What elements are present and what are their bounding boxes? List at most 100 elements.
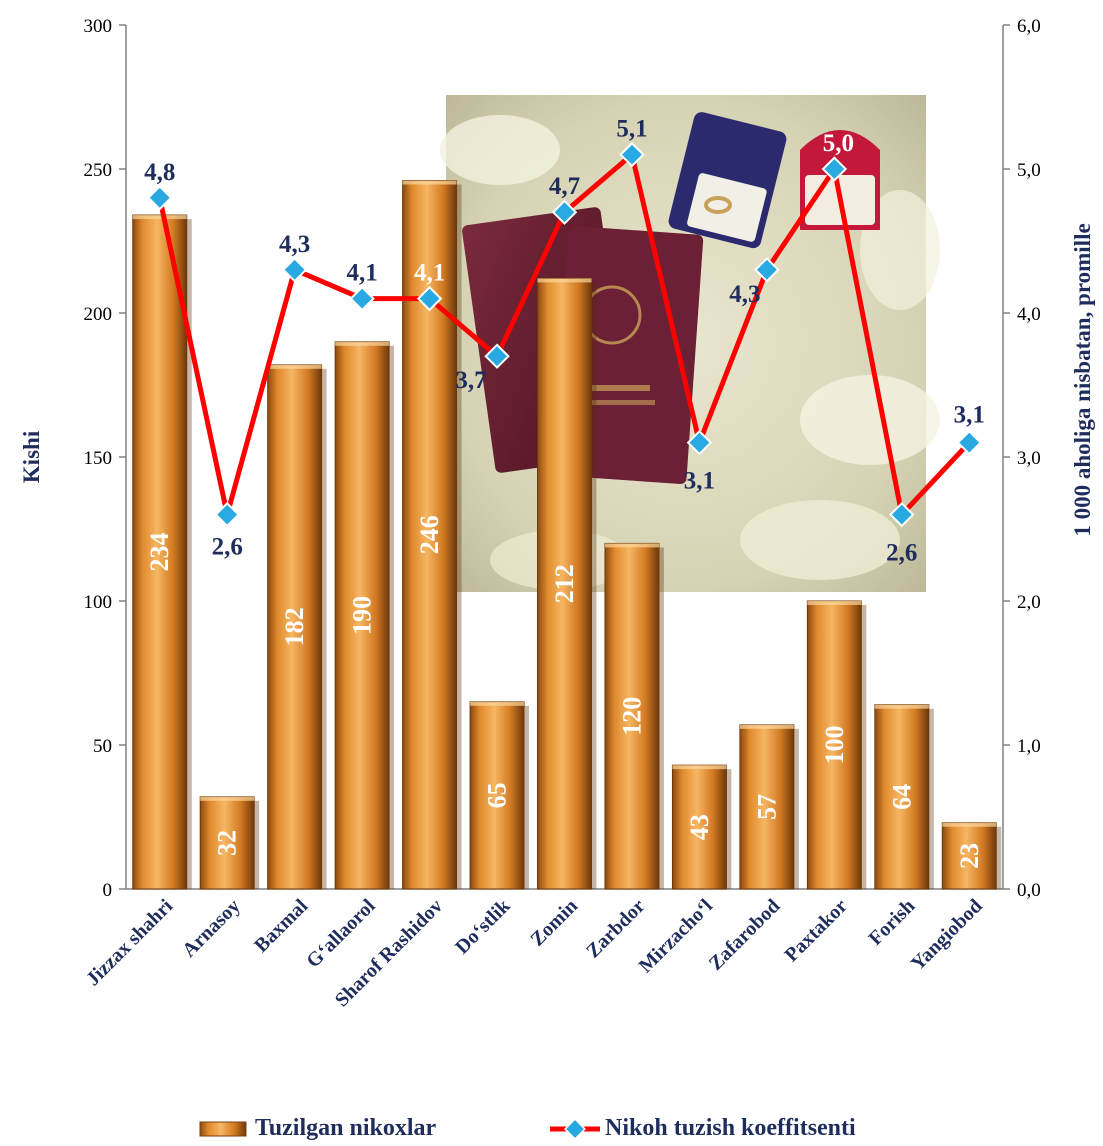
bar-value-label: 32 (213, 830, 242, 856)
y2-tick-label: 1,0 (1017, 736, 1041, 757)
bar-value-label: 57 (752, 794, 781, 820)
y-tick-label: 300 (84, 16, 113, 37)
category-label: Mirzacho‘l (635, 895, 718, 978)
bar-bevel (537, 278, 592, 283)
bar-value-label: 212 (550, 564, 579, 603)
line-point (754, 257, 780, 283)
category-label: Paxtakor (781, 895, 852, 966)
line-series: 4,8 2,6 4,3 4,1 4,1 3,7 4,7 5,1 3,1 4,3 5,0 2,6 3,1 (144, 116, 985, 567)
line-point (214, 501, 240, 528)
legend-item-bars: Tuzilgan nikoxlar (199, 1115, 437, 1141)
bar-bevel (335, 341, 390, 346)
category-label: Zafarobod (705, 895, 785, 975)
bar (199, 796, 255, 890)
line-point (821, 156, 848, 182)
bar-value-label: 120 (617, 697, 646, 736)
bar (671, 764, 727, 890)
bar-value-label: 64 (887, 784, 916, 810)
line-point (619, 141, 645, 168)
bar-bevel (739, 724, 794, 729)
line-value-label: 3,1 (684, 468, 715, 495)
bar-value-label: 100 (820, 726, 849, 765)
line-point (551, 199, 578, 225)
line-point (147, 185, 173, 211)
legend: Tuzilgan nikoxlar Nikoh tuzish koeffitse… (199, 1115, 856, 1141)
bar (806, 600, 862, 890)
line-point (484, 343, 510, 369)
line-value-label: 4,1 (414, 260, 445, 287)
bar-value-label: 43 (685, 814, 714, 840)
bar (267, 364, 323, 890)
y-tick-label: 0 (103, 880, 113, 901)
bar-value-label: 65 (483, 782, 512, 808)
line-value-label: 2,6 (212, 534, 243, 561)
y-tick-label: 100 (84, 592, 113, 613)
bar (874, 704, 930, 890)
category-label: Zomin (526, 895, 582, 951)
bar-bevel (402, 180, 457, 185)
bar (604, 542, 660, 890)
left-axis: 0 50 100 150 200 250 300 (84, 16, 127, 901)
legend-item-line: Nikoh tuzish koeffitsenti (550, 1115, 856, 1141)
bar-bevel (807, 601, 862, 605)
y-tick-label: 200 (84, 304, 113, 325)
y2-tick-label: 6,0 (1017, 16, 1041, 37)
y2-tick-label: 3,0 (1017, 448, 1041, 469)
bar-value-label: 190 (348, 596, 377, 635)
wedding-passports-rings-photo (440, 95, 940, 592)
bar (334, 341, 390, 890)
bar-series: 234 32 182 190 246 65 212 120 43 57 100 64 23 (132, 180, 1002, 890)
y-tick-label: 50 (93, 736, 112, 757)
line-point (281, 257, 308, 283)
bar-bevel (267, 364, 322, 369)
bar-bevel (470, 701, 525, 706)
line-point (686, 429, 713, 456)
line-point (349, 285, 375, 312)
category-label: Forish (864, 895, 919, 950)
line-point (416, 285, 443, 312)
bar-bevel (672, 765, 727, 770)
bar-value-label: 182 (280, 607, 309, 646)
bar-value-label: 234 (145, 533, 174, 572)
line-value-label: 3,1 (954, 402, 985, 429)
category-label: Zarbdor (582, 895, 650, 963)
y2-tick-label: 2,0 (1017, 592, 1041, 613)
line-value-label: 4,3 (279, 231, 310, 258)
bar-bevel (604, 543, 659, 548)
y-axis-title: Kishi (19, 430, 44, 483)
line-value-label: 4,1 (346, 260, 377, 287)
y2-tick-label: 5,0 (1017, 160, 1041, 181)
line-value-label: 4,8 (144, 159, 175, 186)
line-value-label: 5,1 (616, 116, 647, 143)
line-value-label: 5,0 (823, 130, 854, 157)
category-label: Baxmal (250, 895, 312, 957)
legend-label-bars: Tuzilgan nikoxlar (255, 1115, 437, 1141)
category-label: Jizzax shahri (82, 895, 178, 991)
y-tick-label: 150 (84, 448, 113, 469)
line-point (889, 501, 915, 528)
bar-bevel (874, 704, 929, 709)
category-labels: Jizzax shahri Arnasoy BaxmalG‘allaorolShar… (82, 894, 987, 1011)
line-value-label: 4,3 (729, 281, 760, 308)
y2-tick-label: 4,0 (1017, 304, 1041, 325)
bar-bevel (200, 796, 255, 801)
category-label: Yangiobod (907, 895, 987, 975)
bar (132, 214, 188, 890)
bar (537, 277, 592, 890)
legend-label-line: Nikoh tuzish koeffitsenti (605, 1115, 856, 1141)
category-label: Do‘stlik (451, 894, 515, 958)
line-value-label: 4,7 (549, 173, 580, 200)
category-label: Arnasoy (178, 895, 245, 962)
line-value-label: 2,6 (886, 540, 917, 567)
bar-value-label: 246 (415, 515, 444, 554)
bar-value-label: 23 (955, 843, 984, 869)
line-point (956, 429, 982, 456)
y-tick-label: 250 (84, 160, 113, 181)
bar-bevel (132, 215, 187, 220)
right-axis: 0,0 1,0 2,0 3,0 4,0 5,0 6,0 (1002, 16, 1041, 901)
bar (739, 724, 795, 890)
bar (941, 822, 997, 890)
bar-bevel (942, 822, 997, 827)
line-value-label: 3,7 (455, 367, 486, 394)
